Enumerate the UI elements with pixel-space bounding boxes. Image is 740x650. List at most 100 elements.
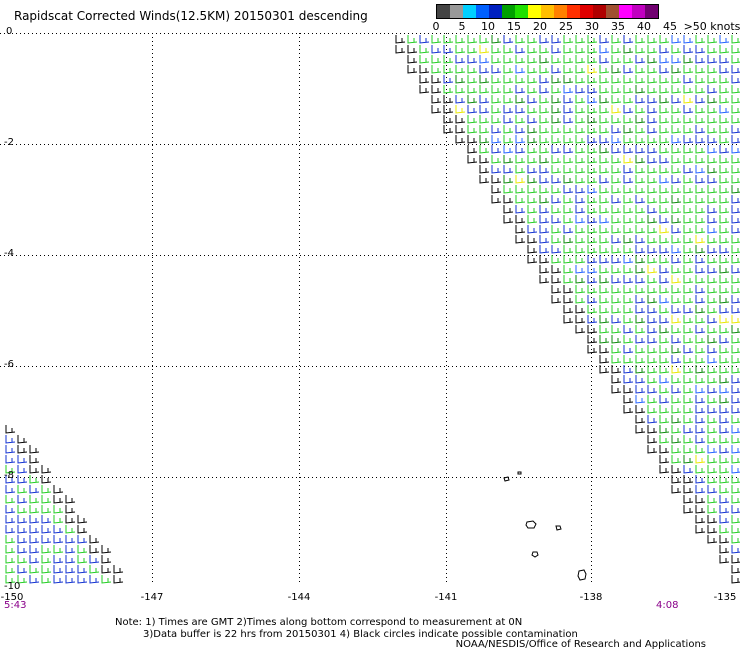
wind-barb [551, 225, 562, 234]
wind-barb [599, 275, 610, 284]
wind-barb [515, 115, 526, 124]
wind-barb [467, 35, 478, 44]
wind-barb [599, 185, 610, 194]
wind-barb [611, 325, 622, 334]
wind-barb [491, 65, 502, 74]
wind-barb [719, 365, 730, 374]
wind-barb [647, 415, 658, 424]
wind-barb [611, 95, 622, 104]
wind-barb [635, 265, 646, 274]
wind-barb [587, 155, 598, 164]
wind-barb [635, 125, 646, 134]
wind-barb [683, 245, 694, 254]
wind-barb [551, 165, 562, 174]
wind-barb [635, 375, 646, 384]
wind-barb [587, 95, 598, 104]
wind-barb [659, 185, 670, 194]
wind-barb [599, 235, 610, 244]
wind-barb [719, 555, 730, 564]
wind-barb [647, 295, 658, 304]
wind-barb [587, 185, 598, 194]
wind-barb [395, 45, 406, 54]
wind-barb [467, 95, 478, 104]
wind-barb [455, 85, 466, 94]
wind-barb [683, 145, 694, 154]
wind-barb [41, 565, 52, 574]
wind-barb [575, 205, 586, 214]
wind-barb [575, 95, 586, 104]
legend-swatch [606, 5, 619, 18]
wind-barb [539, 65, 550, 74]
wind-barb [599, 165, 610, 174]
wind-barb [647, 95, 658, 104]
wind-barb [479, 95, 490, 104]
wind-barb [527, 45, 538, 54]
wind-barb [707, 35, 718, 44]
legend-swatch [489, 5, 502, 18]
wind-barb [623, 275, 634, 284]
wind-barb [719, 415, 730, 424]
wind-barb [659, 165, 670, 174]
wind-barb [563, 85, 574, 94]
wind-barb [539, 175, 550, 184]
wind-barb [527, 95, 538, 104]
wind-barb [635, 185, 646, 194]
wind-barb [659, 245, 670, 254]
wind-barb [659, 45, 670, 54]
wind-barb [695, 65, 706, 74]
wind-barb [527, 235, 538, 244]
wind-barb [695, 165, 706, 174]
wind-barb [671, 385, 682, 394]
wind-barb [587, 235, 598, 244]
wind-barb [719, 215, 730, 224]
wind-barb [683, 85, 694, 94]
wind-barb [671, 175, 682, 184]
legend-swatch [593, 5, 606, 18]
wind-barb [503, 35, 514, 44]
wind-barb [695, 275, 706, 284]
wind-barb [647, 175, 658, 184]
wind-barb [659, 275, 670, 284]
wind-barb [647, 135, 658, 144]
wind-barb [707, 375, 718, 384]
wind-barb [683, 215, 694, 224]
wind-barb [719, 185, 730, 194]
wind-barb [515, 185, 526, 194]
wind-barb [659, 35, 670, 44]
legend-label: 5 [458, 20, 466, 33]
wind-barb [695, 475, 706, 484]
wind-barb [683, 375, 694, 384]
wind-barb [707, 235, 718, 244]
credit-line: NOAA/NESDIS/Office of Research and Appli… [455, 639, 706, 650]
wind-barb [611, 125, 622, 134]
legend-swatch [580, 5, 593, 18]
wind-barb [647, 125, 658, 134]
wind-barb [647, 165, 658, 174]
wind-barb [611, 245, 622, 254]
wind-barb [635, 275, 646, 284]
wind-barb [599, 225, 610, 234]
wind-barb [611, 255, 622, 264]
wind-barb [719, 195, 730, 204]
wind-barb [719, 435, 730, 444]
wind-barb [101, 545, 112, 554]
latitude-label: 0 [6, 26, 13, 37]
wind-barb [635, 315, 646, 324]
wind-barb [563, 145, 574, 154]
wind-barb [659, 85, 670, 94]
wind-barb [77, 515, 88, 524]
wind-barb [707, 95, 718, 104]
wind-barb [491, 125, 502, 134]
wind-barb [623, 245, 634, 254]
wind-barb [587, 55, 598, 64]
wind-barb [527, 255, 538, 264]
wind-barb [575, 195, 586, 204]
wind-barb [563, 155, 574, 164]
wind-barb [491, 165, 502, 174]
legend-label: 35 [611, 20, 625, 33]
wind-barb [707, 515, 718, 524]
wind-barb [503, 175, 514, 184]
wind-barb [539, 185, 550, 194]
wind-barb [623, 225, 634, 234]
wind-barb [623, 125, 634, 134]
